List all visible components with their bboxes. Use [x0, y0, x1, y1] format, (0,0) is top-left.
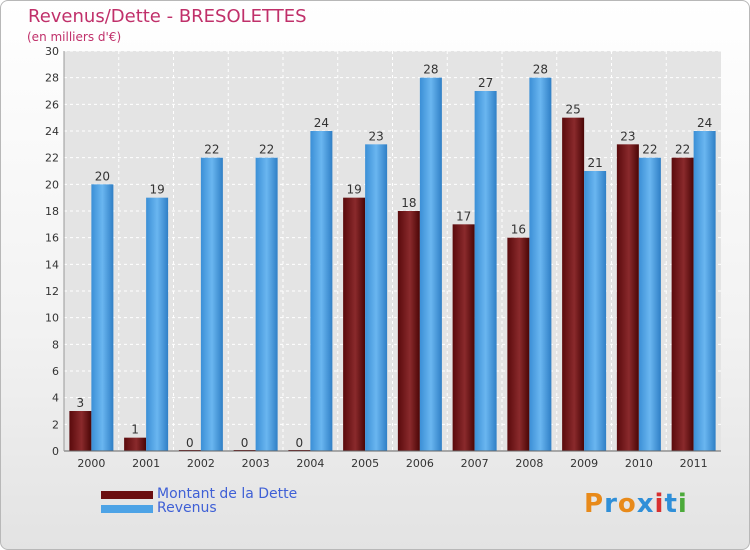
y-tick-label-20: 20: [45, 178, 59, 191]
legend-swatch-dette: [101, 491, 153, 499]
bar-dette-2009: [562, 117, 585, 452]
data-label-revenus-2008: 28: [533, 63, 548, 77]
bar-revenus-2009: [584, 171, 607, 451]
bar-dette-2001: [124, 437, 147, 451]
y-tick-label-28: 28: [45, 72, 59, 85]
legend-swatch-revenus: [101, 505, 153, 513]
x-tick-label-2002: 2002: [187, 457, 215, 470]
chart-subtitle: (en milliers d'€): [27, 30, 122, 44]
bar-dette-2006: [397, 211, 420, 451]
data-label-dette-2000: 3: [77, 396, 85, 410]
data-label-dette-2004: 0: [296, 436, 304, 450]
y-tick-label-12: 12: [45, 285, 59, 298]
y-tick-label-16: 16: [45, 232, 59, 245]
y-tick-label-10: 10: [45, 312, 59, 325]
bar-revenus-2008: [529, 77, 552, 452]
data-label-revenus-2010: 22: [642, 143, 657, 157]
chart-title: Revenus/Dette - BRESOLETTES: [28, 6, 307, 27]
bar-revenus-2011: [693, 131, 716, 451]
x-tick-label-2005: 2005: [351, 457, 379, 470]
y-tick-label-4: 4: [52, 392, 59, 405]
data-label-revenus-2000: 20: [95, 169, 110, 183]
bar-revenus-2007: [474, 91, 497, 451]
data-label-dette-2008: 16: [511, 223, 526, 237]
labels-layer: 3 20 1 19 0 22 0 22 0 24 19 23 18 28 17 27 16 28 25 21 23 22 2…: [77, 63, 713, 450]
y-tick-label-14: 14: [45, 258, 59, 271]
data-label-dette-2009: 25: [565, 103, 580, 117]
legend-label-revenus: Revenus: [157, 500, 217, 516]
x-tick-label-2011: 2011: [680, 457, 708, 470]
y-tick-label-24: 24: [45, 125, 59, 138]
bar-dette-2011: [671, 157, 694, 451]
y-tick-label-26: 26: [45, 98, 59, 111]
y-tick-label-18: 18: [45, 205, 59, 218]
proxiti-logo: Proxiti: [584, 489, 688, 519]
bar-revenus-2003: [255, 157, 278, 451]
y-tick-label-30: 30: [45, 45, 59, 58]
data-label-revenus-2002: 22: [204, 143, 219, 157]
x-tick-label-2009: 2009: [570, 457, 598, 470]
x-tick-label-2007: 2007: [461, 457, 489, 470]
y-tick-label-2: 2: [52, 418, 59, 431]
x-tick-label-2000: 2000: [77, 457, 105, 470]
x-tick-label-2003: 2003: [242, 457, 270, 470]
bar-revenus-2004: [310, 131, 333, 451]
bar-dette-2008: [507, 237, 530, 451]
data-label-dette-2005: 19: [346, 183, 361, 197]
data-label-revenus-2003: 22: [259, 143, 274, 157]
y-tick-label-22: 22: [45, 152, 59, 165]
bar-revenus-2002: [200, 157, 223, 451]
bar-dette-2007: [452, 224, 475, 451]
x-tick-label-2001: 2001: [132, 457, 160, 470]
data-label-revenus-2004: 24: [314, 116, 329, 130]
data-label-revenus-2005: 23: [368, 129, 383, 143]
bar-dette-2010: [616, 144, 639, 452]
bar-dette-2005: [343, 197, 366, 451]
y-tick-label-6: 6: [52, 365, 59, 378]
data-label-revenus-2001: 19: [149, 183, 164, 197]
bar-revenus-2006: [419, 77, 442, 452]
y-tick-label-0: 0: [52, 445, 59, 458]
grid-layer: [64, 50, 721, 451]
x-tick-label-2010: 2010: [625, 457, 653, 470]
data-label-dette-2011: 22: [675, 143, 690, 157]
data-label-dette-2002: 0: [186, 436, 194, 450]
bar-revenus-2005: [365, 144, 388, 452]
bars-layer: [69, 77, 716, 452]
bar-revenus-2010: [638, 157, 661, 451]
data-label-dette-2003: 0: [241, 436, 249, 450]
data-label-dette-2007: 17: [456, 209, 471, 223]
data-label-revenus-2009: 21: [587, 156, 602, 170]
data-label-dette-2010: 23: [620, 129, 635, 143]
bar-revenus-2001: [146, 197, 169, 451]
bar-dette-2000: [69, 411, 92, 451]
legend-label-dette: Montant de la Dette: [157, 486, 298, 502]
x-tick-label-2006: 2006: [406, 457, 434, 470]
x-tick-label-2008: 2008: [515, 457, 543, 470]
x-tick-label-2004: 2004: [296, 457, 324, 470]
data-label-dette-2006: 18: [401, 196, 416, 210]
bar-revenus-2000: [91, 184, 114, 452]
data-label-revenus-2011: 24: [697, 116, 712, 130]
data-label-revenus-2006: 28: [423, 63, 438, 77]
data-label-revenus-2007: 27: [478, 76, 493, 90]
data-label-dette-2001: 1: [131, 423, 139, 437]
y-tick-label-8: 8: [52, 338, 59, 351]
